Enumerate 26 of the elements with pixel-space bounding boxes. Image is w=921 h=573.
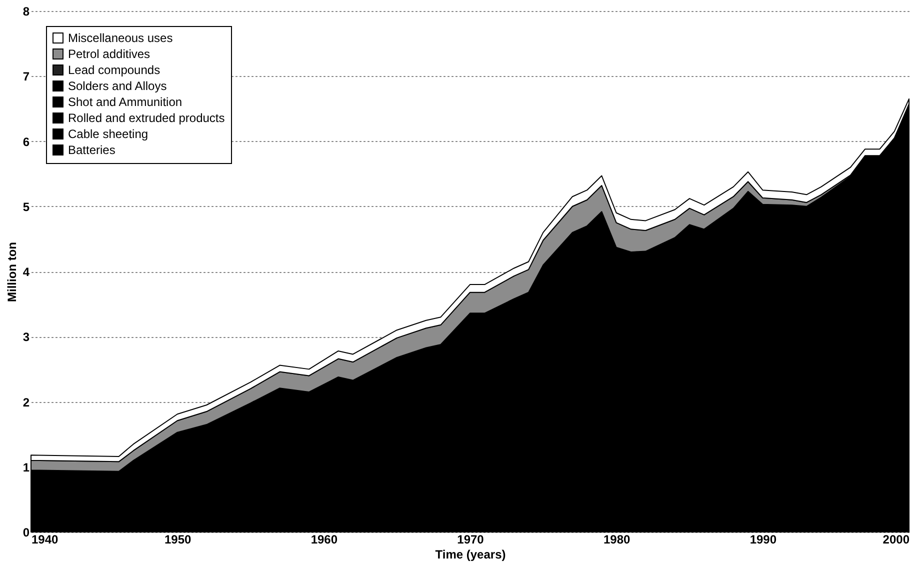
x-axis-title: Time (years) [435,548,506,562]
y-tick-label: 1 [22,460,30,474]
legend-label: Batteries [68,143,116,157]
legend-label: Rolled and extruded products [68,111,225,125]
y-tick-label: 6 [22,134,30,149]
y-tick-label: 0 [22,526,30,540]
x-tick-label: 1990 [750,532,777,546]
x-tick-label: 2000 [882,532,910,546]
y-tick-label: 3 [22,330,30,344]
x-tick-label: 1980 [603,532,631,546]
legend-label: Petrol additives [68,47,150,61]
y-tick-label: 5 [22,200,30,214]
x-tick-label: 1970 [457,532,484,546]
legend-label: Miscellaneous uses [68,31,173,45]
y-axis-title: Million ton [4,242,19,302]
x-tick-label: 1940 [32,532,59,546]
y-tick-label: 2 [22,395,30,410]
y-tick-label: 8 [22,4,30,18]
y-tick-label: 4 [22,265,30,279]
y-tick-label: 7 [22,70,30,84]
legend-label: Cable sheeting [68,127,148,141]
x-tick-label: 1950 [164,532,192,546]
legend-label: Shot and Ammunition [68,95,182,109]
legend-label: Lead compounds [68,63,160,77]
legend-label: Solders and Alloys [68,79,167,93]
x-tick-label: 1960 [310,532,338,546]
